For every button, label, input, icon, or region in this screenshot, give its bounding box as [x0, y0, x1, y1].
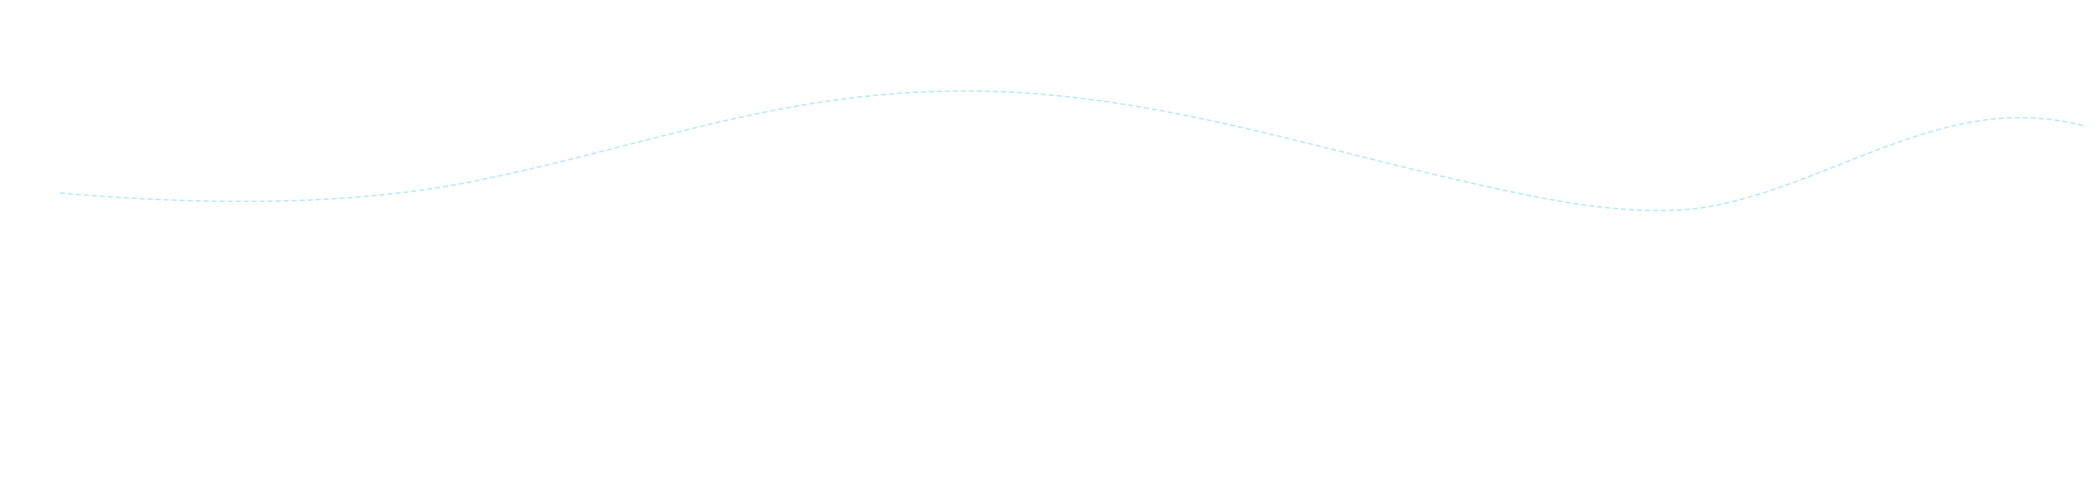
- dashed-wave-curve: [59, 90, 2086, 212]
